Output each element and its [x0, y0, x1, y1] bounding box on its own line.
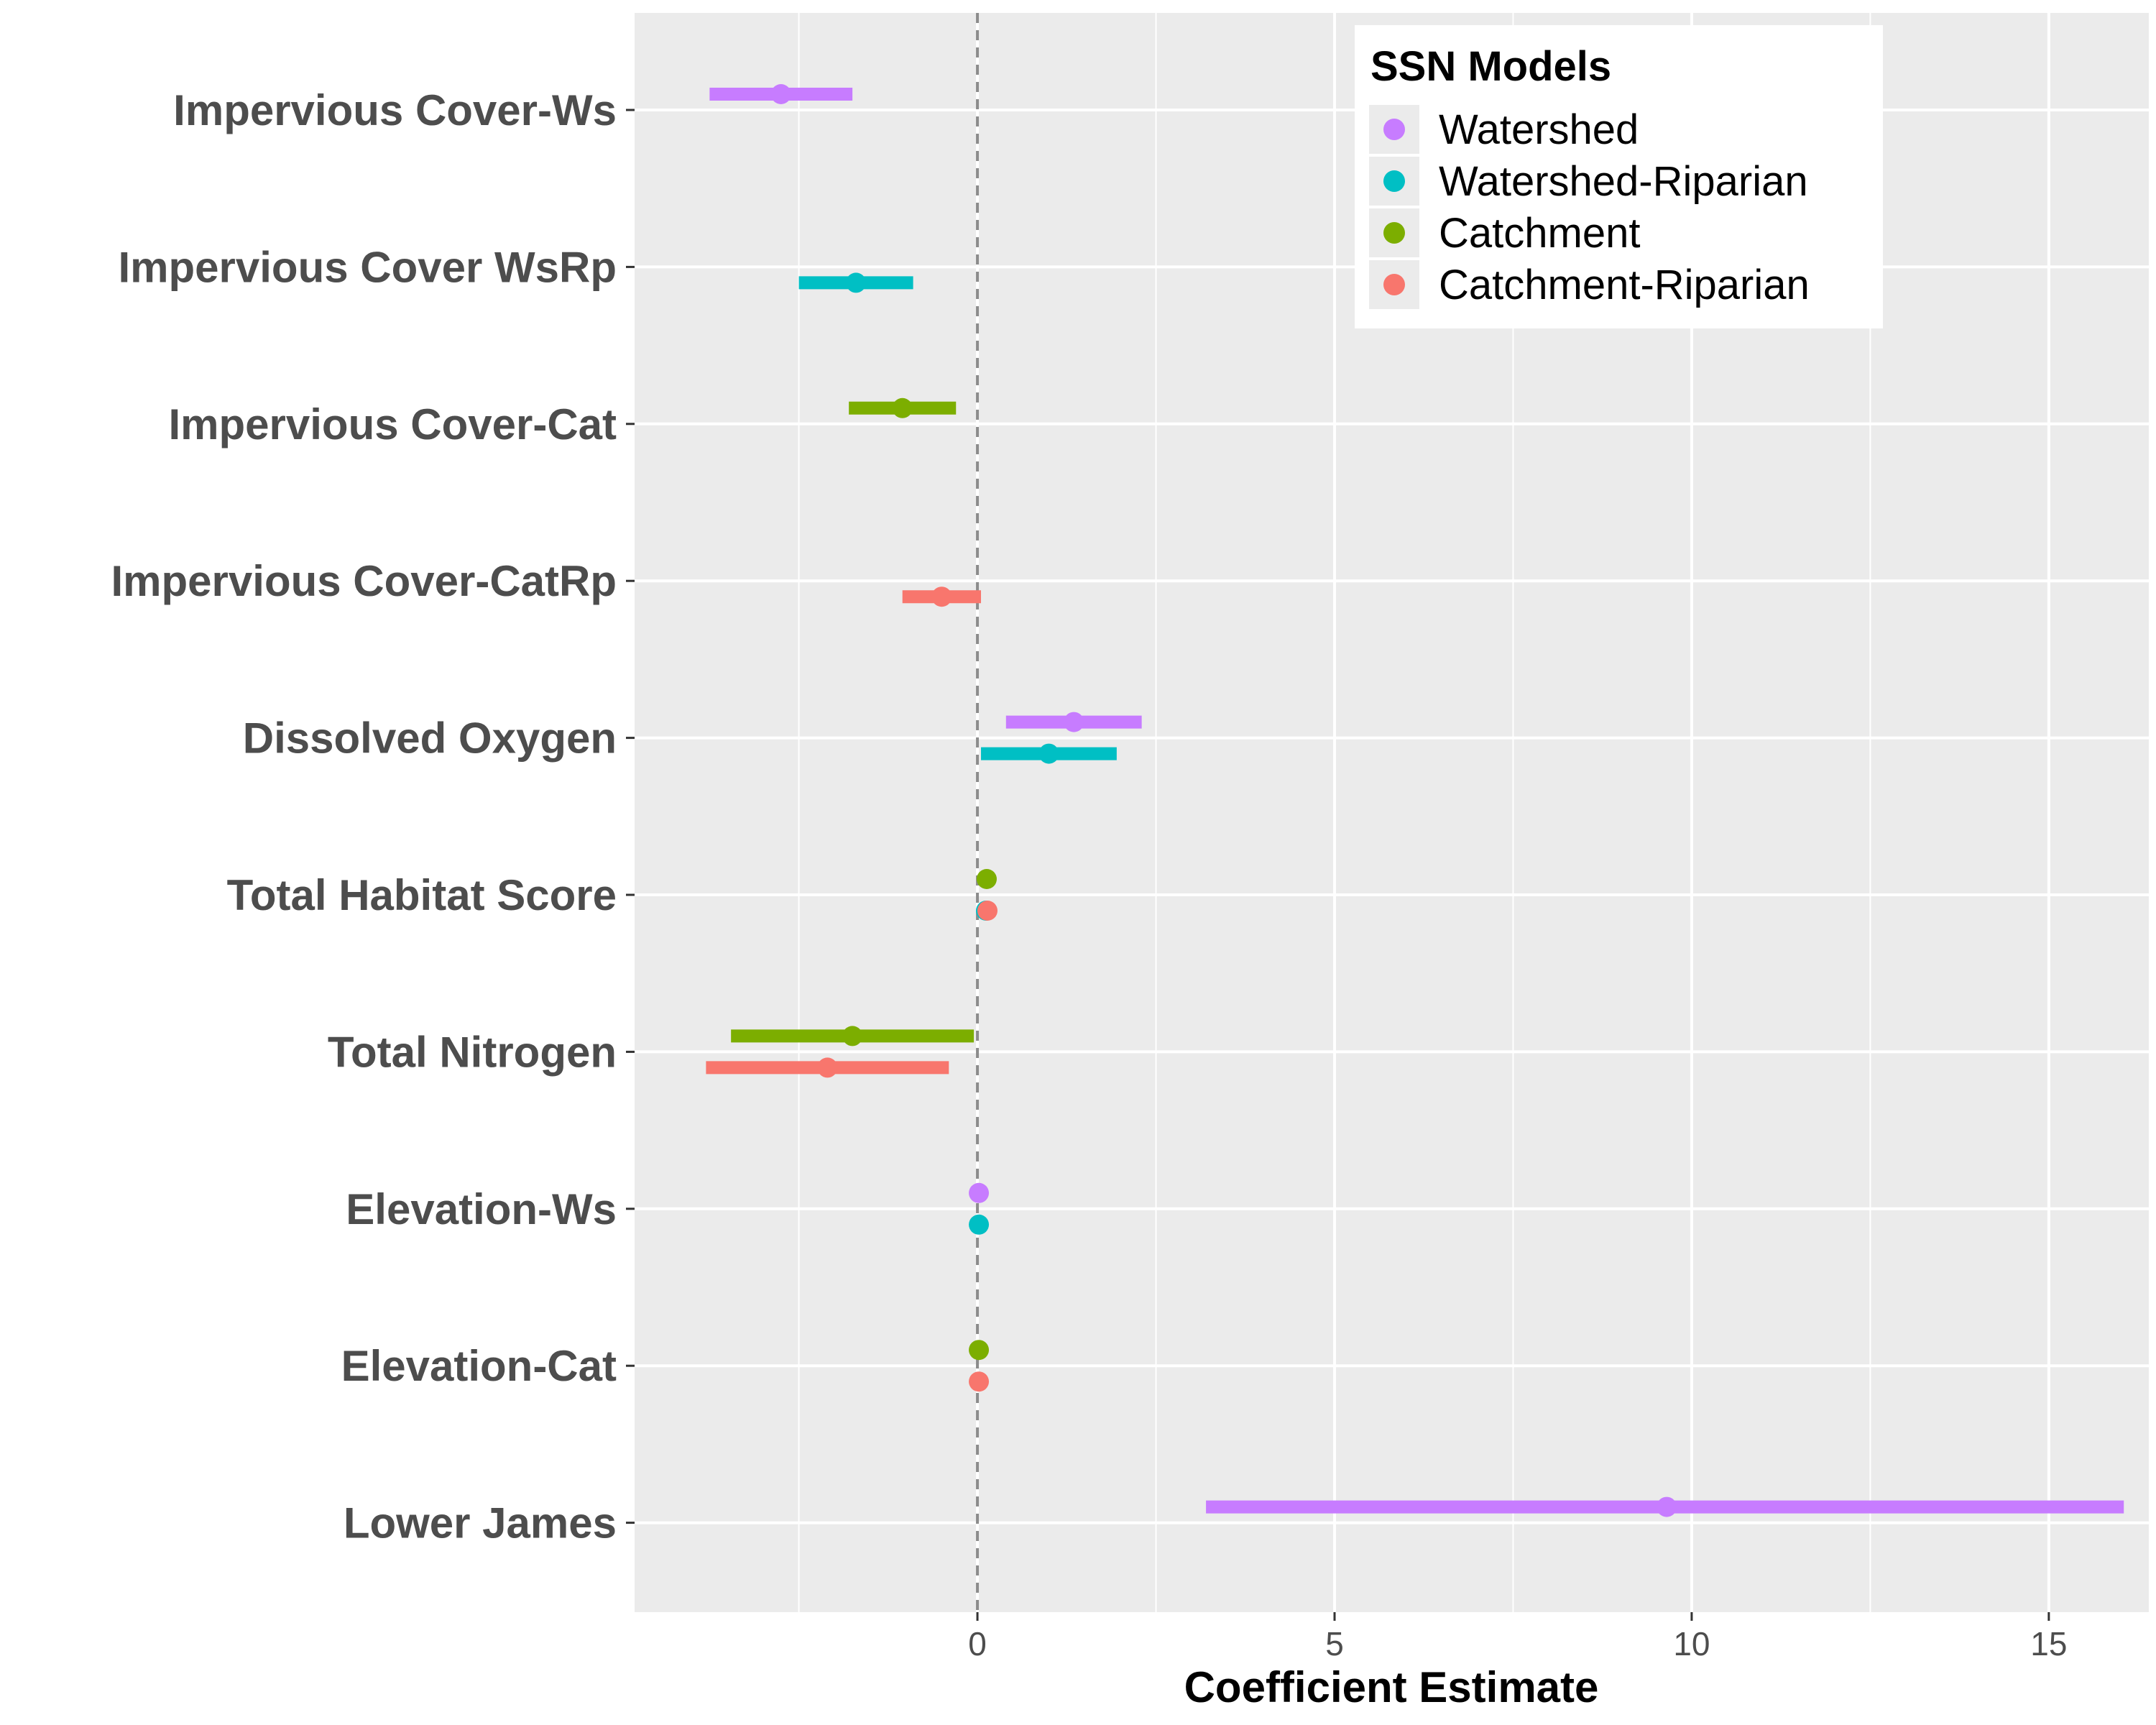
legend: SSN Models Watershed Watershed-Riparian Ca…	[1355, 25, 1883, 328]
estimate-point	[892, 397, 913, 418]
estimate-point	[1064, 712, 1084, 732]
estimate-point	[931, 586, 952, 607]
legend-label: Watershed	[1439, 106, 1639, 153]
estimate-point	[969, 1371, 990, 1392]
y-tick-label: Total Nitrogen	[328, 1028, 617, 1076]
estimate-point	[969, 1182, 990, 1203]
estimate-point	[842, 1026, 863, 1046]
estimate-point	[969, 1214, 990, 1235]
data-marks	[706, 84, 2124, 1517]
legend-label: Catchment	[1439, 210, 1640, 257]
legend-swatch	[1383, 222, 1405, 244]
legend-keys: Watershed Watershed-Riparian Catchment Catc…	[1369, 105, 1810, 309]
estimate-point	[1657, 1496, 1677, 1517]
legend-title: SSN Models	[1370, 43, 1611, 90]
legend-swatch	[1383, 170, 1405, 192]
estimate-point	[969, 1340, 990, 1361]
y-tick-label: Impervious Cover WsRp	[119, 243, 617, 291]
estimate-point	[976, 869, 997, 889]
y-tick-label: Total Habitat Score	[227, 871, 617, 919]
legend-swatch	[1383, 119, 1405, 140]
y-tick-label: Impervious Cover-Ws	[173, 86, 617, 134]
estimate-point	[977, 901, 998, 921]
x-tick-label: 0	[968, 1625, 987, 1662]
legend-label: Catchment-Riparian	[1439, 262, 1810, 308]
estimate-point	[817, 1057, 838, 1078]
x-axis-title: Coefficient Estimate	[1184, 1663, 1599, 1711]
y-tick-label: Lower James	[344, 1499, 617, 1547]
x-tick-label: 10	[1673, 1625, 1710, 1662]
x-tick-label: 5	[1325, 1625, 1344, 1662]
estimate-point	[1038, 743, 1059, 764]
y-tick-label: Dissolved Oxygen	[243, 714, 617, 763]
y-axis: Impervious Cover-Ws Impervious Cover WsRp…	[111, 86, 635, 1547]
legend-swatch	[1383, 274, 1405, 295]
estimate-point	[770, 84, 791, 104]
x-tick-label: 15	[2030, 1625, 2067, 1662]
y-tick-label: Elevation-Ws	[346, 1185, 617, 1233]
legend-label: Watershed-Riparian	[1439, 158, 1808, 205]
y-tick-label: Impervious Cover-Cat	[169, 400, 617, 448]
y-tick-label: Elevation-Cat	[341, 1342, 617, 1390]
y-tick-label: Impervious Cover-CatRp	[111, 557, 617, 605]
legend-background	[1355, 25, 1883, 328]
estimate-point	[846, 272, 867, 293]
x-axis: 0 5 10 15	[968, 1612, 2067, 1662]
